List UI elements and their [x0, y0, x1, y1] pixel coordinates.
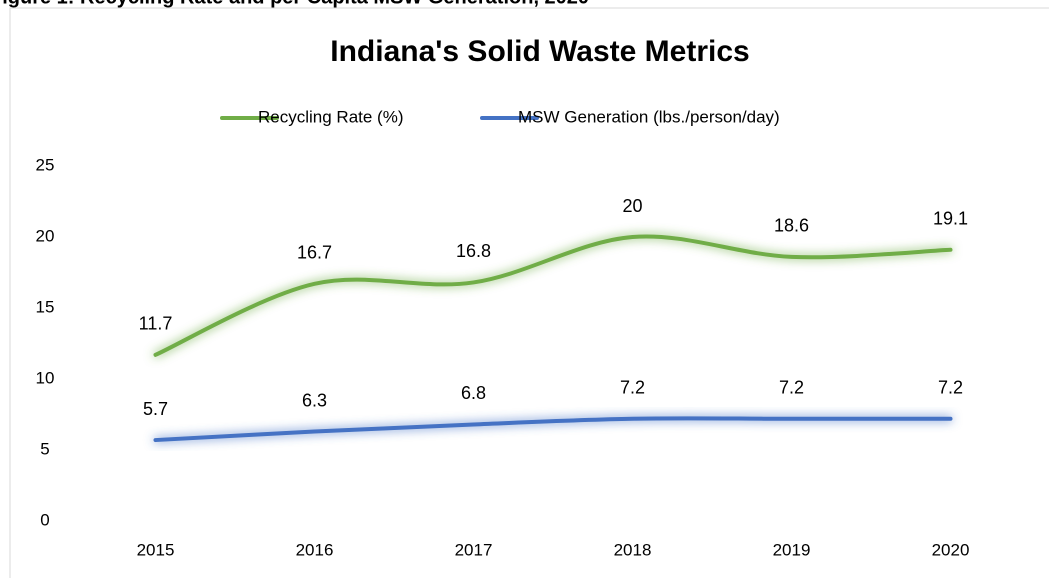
data-label: 11.7: [139, 314, 173, 334]
chart-title: Indiana's Solid Waste Metrics: [330, 35, 749, 68]
y-tick-label: 15: [36, 297, 55, 316]
legend-label: Recycling Rate (%): [258, 107, 404, 126]
legend-label: MSW Generation (lbs./person/day): [518, 107, 780, 126]
data-label: 18.6: [774, 216, 809, 236]
x-tick-label: 2017: [455, 540, 493, 559]
data-label: 16.8: [456, 241, 491, 261]
data-label: 5.7: [143, 399, 168, 419]
series-line: [153, 234, 953, 357]
y-tick-label: 10: [36, 368, 55, 387]
y-tick-label: 0: [40, 510, 49, 529]
series-line: [153, 416, 953, 443]
data-label: 6.3: [302, 390, 327, 410]
y-tick-label: 25: [36, 155, 55, 174]
y-tick-label: 20: [36, 226, 55, 245]
x-tick-label: 2016: [296, 540, 334, 559]
data-label: 20: [622, 196, 642, 216]
data-label: 19.1: [933, 209, 968, 229]
x-tick-label: 2015: [137, 540, 175, 559]
data-label: 7.2: [779, 378, 804, 398]
x-tick-label: 2020: [932, 540, 970, 559]
caption: Figure 1: Recycling Rate and per Capita …: [0, 0, 589, 8]
data-label: 7.2: [620, 378, 645, 398]
y-tick-label: 5: [40, 439, 49, 458]
data-label: 7.2: [938, 378, 963, 398]
data-label: 16.7: [297, 243, 332, 263]
chart-border: [9, 7, 1049, 578]
data-label: 6.8: [461, 383, 486, 403]
x-tick-label: 2018: [614, 540, 652, 559]
x-tick-label: 2019: [773, 540, 811, 559]
